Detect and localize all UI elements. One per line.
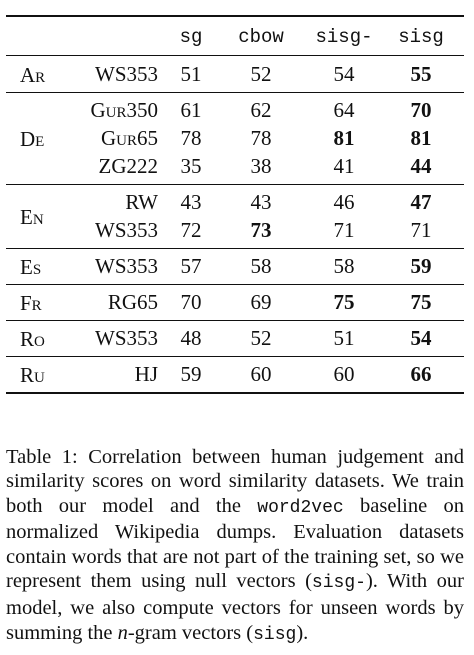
- score-cell: 75: [333, 290, 355, 314]
- group-separator-rule: [6, 320, 464, 321]
- dataset-name: WS353: [95, 218, 158, 242]
- score-cell: 52: [250, 326, 272, 350]
- score-cell: 64: [333, 98, 355, 122]
- dataset-name: ZG222: [98, 154, 159, 178]
- score-cell: 78: [250, 126, 272, 150]
- score-cell: 43: [180, 190, 202, 214]
- results-table: sg cbow sisg-sisg Ar WS353 51 52 54 55 De Gur350 61…: [6, 0, 464, 406]
- caption-code-word2vec: word2vec: [257, 497, 344, 518]
- group-separator-rule: [6, 356, 464, 357]
- score-cell: 58: [333, 254, 355, 278]
- score-cell: 59: [180, 362, 202, 386]
- score-cell: 62: [250, 98, 272, 122]
- score-cell: 38: [250, 154, 272, 178]
- dataset-name: RG65: [107, 290, 158, 314]
- score-cell: 66: [410, 362, 432, 386]
- dataset-name: WS353: [95, 326, 158, 350]
- language-label: En: [20, 205, 44, 229]
- score-cell: 75: [410, 290, 432, 314]
- header-rule: [6, 55, 464, 56]
- score-cell: 44: [410, 154, 432, 178]
- group-separator-rule: [6, 284, 464, 285]
- dataset-name: HJ: [134, 362, 158, 386]
- language-label: Ru: [20, 363, 45, 387]
- score-cell: 60: [250, 362, 272, 386]
- score-cell: 43: [250, 190, 272, 214]
- column-header-2: cbow: [238, 26, 284, 48]
- score-cell: 59: [410, 254, 432, 278]
- dataset-name: Gur350: [90, 98, 158, 122]
- caption-code-sisg: sisg: [253, 624, 297, 645]
- dataset-name: Gur65: [100, 126, 158, 150]
- group-separator-rule: [6, 92, 464, 93]
- score-cell: 41: [333, 154, 355, 178]
- language-label: Ar: [20, 63, 46, 87]
- caption-text-5: ).: [296, 621, 309, 644]
- score-cell: 54: [410, 326, 432, 350]
- score-cell: 51: [180, 62, 202, 86]
- caption-text-1: Table 1: Correlation between human judge…: [6, 445, 464, 517]
- score-cell: 48: [180, 326, 202, 350]
- score-cell: 69: [250, 290, 272, 314]
- language-label: Es: [20, 255, 42, 279]
- score-cell: 47: [410, 190, 432, 214]
- score-cell: 55: [410, 62, 432, 86]
- caption-text-3: ). With our model, we also compute vecto…: [6, 570, 465, 644]
- dataset-name: RW: [125, 190, 158, 214]
- column-header-1: sg: [179, 26, 203, 48]
- dataset-name: WS353: [95, 254, 158, 278]
- dataset-name: WS353: [95, 62, 158, 86]
- caption-code-sisg-minus: sisg-: [311, 573, 366, 594]
- score-cell: 60: [333, 362, 355, 386]
- score-cell: 51: [333, 326, 355, 350]
- table-caption: Table 1: Correlation between human judge…: [6, 445, 464, 648]
- group-separator-rule: [6, 248, 464, 249]
- language-label: Fr: [20, 291, 42, 315]
- score-cell: 58: [250, 254, 272, 278]
- score-cell: 52: [250, 62, 272, 86]
- score-cell: 70: [180, 290, 202, 314]
- score-cell: 78: [180, 126, 202, 150]
- column-header-3: sisg-: [315, 26, 373, 48]
- language-label: De: [20, 127, 45, 151]
- score-cell: 71: [410, 218, 432, 242]
- language-label: Ro: [20, 327, 45, 351]
- caption-text-4: -gram vectors (: [127, 621, 254, 644]
- score-cell: 61: [180, 98, 202, 122]
- score-cell: 72: [180, 218, 202, 242]
- table-bottom-rule: [6, 392, 464, 394]
- column-header-4: sisg: [398, 26, 444, 48]
- score-cell: 57: [180, 254, 202, 278]
- caption-italic-n: n: [117, 621, 128, 644]
- caption-text-2: baseline on normalized Wikipedia dumps. …: [6, 494, 464, 593]
- group-separator-rule: [6, 184, 464, 185]
- score-cell: 54: [333, 62, 355, 86]
- score-cell: 46: [333, 190, 355, 214]
- score-cell: 35: [180, 154, 202, 178]
- score-cell: 81: [410, 126, 432, 150]
- score-cell: 81: [333, 126, 355, 150]
- score-cell: 70: [410, 98, 432, 122]
- score-cell: 73: [250, 218, 272, 242]
- table-top-rule: [6, 15, 464, 17]
- score-cell: 71: [333, 218, 355, 242]
